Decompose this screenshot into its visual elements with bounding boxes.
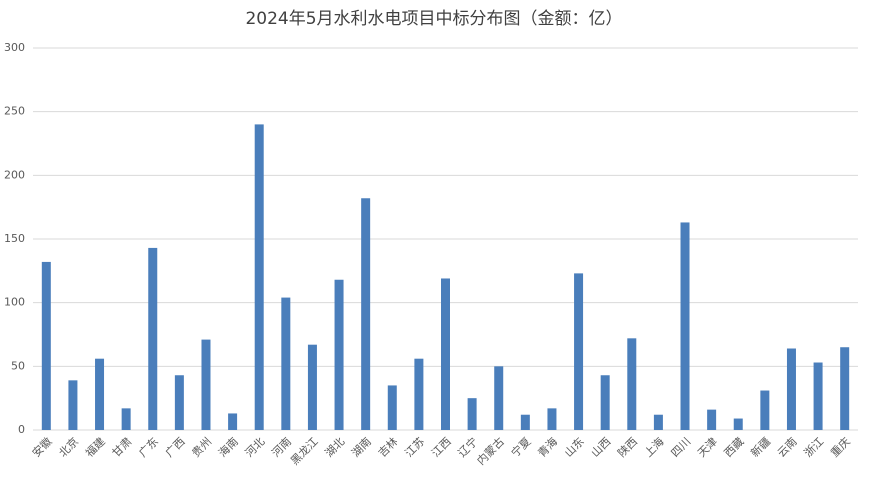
x-tick-label: 新疆	[748, 434, 773, 459]
x-tick-label: 海南	[215, 434, 240, 459]
x-tick-label: 重庆	[827, 434, 852, 459]
bar	[95, 358, 105, 430]
x-tick-label: 宁夏	[508, 434, 533, 459]
bar	[813, 362, 823, 430]
y-tick-label: 0	[18, 423, 25, 436]
bar	[707, 409, 717, 430]
x-tick-label: 江苏	[402, 435, 427, 460]
x-tick-label: 安徽	[29, 434, 54, 459]
bar	[840, 347, 850, 430]
x-tick-label: 云南	[775, 435, 800, 460]
bar	[361, 198, 371, 430]
x-tick-label: 上海	[641, 434, 666, 459]
x-tick-label: 天津	[695, 435, 720, 460]
x-tick-label: 浙江	[802, 435, 827, 460]
x-tick-label: 湖北	[323, 435, 348, 460]
bar	[414, 358, 424, 430]
y-tick-label: 150	[4, 232, 25, 245]
x-tick-label: 甘肃	[110, 435, 135, 460]
bar	[174, 375, 184, 430]
chart-title: 2024年5月水利水电项目中标分布图（金额：亿）	[245, 9, 622, 29]
y-tick-label: 50	[11, 359, 25, 372]
x-tick-label: 吉林	[375, 434, 400, 459]
x-tick-label: 河北	[243, 435, 268, 460]
bar	[441, 278, 450, 430]
x-tick-label: 湖南	[349, 435, 374, 460]
x-tick-label: 广东	[136, 435, 161, 460]
bar	[627, 338, 637, 430]
x-tick-label: 四川	[669, 435, 694, 460]
bar	[653, 414, 663, 430]
x-tick-label: 北京	[56, 434, 81, 459]
y-tick-label: 300	[4, 41, 25, 54]
x-tick-label: 贵州	[189, 435, 214, 460]
y-tick-label: 100	[4, 296, 25, 309]
bar	[494, 366, 504, 430]
x-tick-label: 江西	[429, 435, 454, 460]
x-tick-label: 陕西	[615, 434, 640, 459]
bar	[307, 344, 317, 430]
y-tick-label: 250	[4, 105, 25, 118]
bar	[600, 375, 610, 430]
x-tick-label: 山东	[562, 435, 587, 460]
bar	[467, 398, 477, 430]
x-tick-label: 福建	[82, 434, 107, 459]
bar	[760, 390, 770, 430]
x-tick-label: 内蒙古	[474, 434, 507, 467]
bar	[148, 247, 158, 430]
bar	[547, 408, 557, 430]
bar	[254, 124, 264, 431]
bar	[281, 297, 291, 430]
bar	[41, 261, 51, 430]
x-tick-label: 黑龙江	[288, 435, 321, 468]
bar	[121, 408, 131, 430]
bar	[786, 348, 796, 430]
x-tick-label: 广西	[163, 435, 188, 460]
bar	[228, 413, 238, 430]
bar	[680, 222, 690, 430]
bar	[574, 273, 584, 430]
bar	[201, 339, 211, 430]
bar	[334, 279, 344, 430]
x-tick-label: 青海	[535, 434, 560, 459]
y-tick-label: 200	[4, 168, 25, 181]
bar	[68, 380, 78, 430]
bar	[733, 418, 743, 430]
x-tick-label: 西藏	[722, 435, 747, 460]
x-tick-label: 山西	[589, 435, 614, 460]
bar	[520, 414, 530, 430]
bar	[387, 385, 397, 430]
